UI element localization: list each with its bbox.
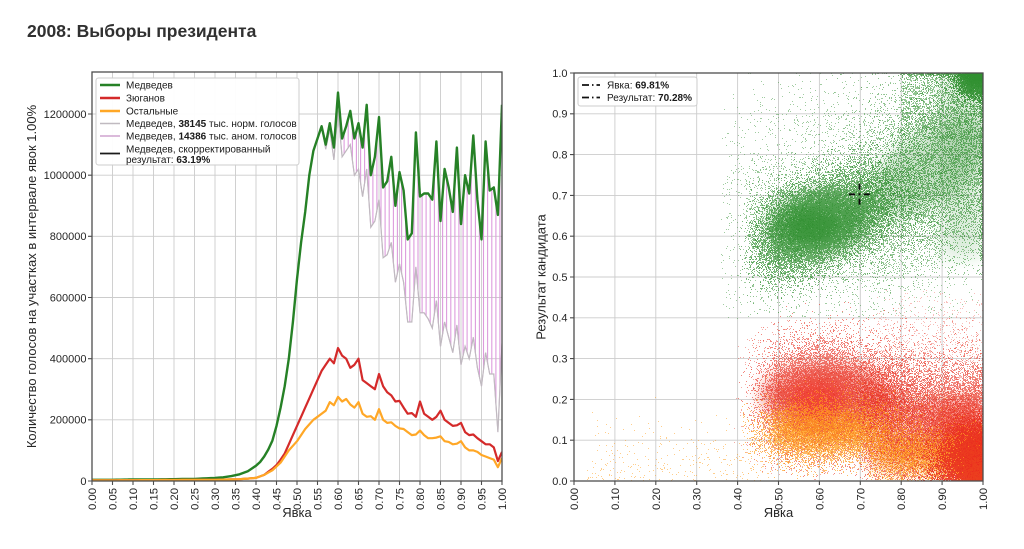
svg-text:0.30: 0.30 xyxy=(692,488,704,510)
svg-text:0.00: 0.00 xyxy=(569,488,581,510)
svg-text:Остальные: Остальные xyxy=(126,107,179,118)
svg-text:0.80: 0.80 xyxy=(415,488,427,510)
svg-text:0.0: 0.0 xyxy=(552,476,567,488)
svg-text:1000000: 1000000 xyxy=(44,170,87,182)
svg-text:0.50: 0.50 xyxy=(774,488,786,510)
svg-text:0.3: 0.3 xyxy=(552,354,567,366)
svg-text:0.75: 0.75 xyxy=(395,488,407,510)
svg-text:0.9: 0.9 xyxy=(552,109,567,121)
svg-text:200000: 200000 xyxy=(50,415,87,427)
svg-text:Явка: Явка xyxy=(764,505,794,520)
svg-text:0.20: 0.20 xyxy=(651,488,663,510)
svg-text:0.5: 0.5 xyxy=(552,272,567,284)
svg-text:0: 0 xyxy=(80,476,86,488)
svg-text:0.10: 0.10 xyxy=(128,488,140,510)
svg-text:600000: 600000 xyxy=(50,292,87,304)
svg-text:0.05: 0.05 xyxy=(108,488,120,510)
svg-text:Медведев, скорректированный: Медведев, скорректированный xyxy=(126,145,271,156)
svg-text:0.7: 0.7 xyxy=(552,190,567,202)
svg-text:2008: Выборы президента: 2008: Выборы президента xyxy=(27,21,257,41)
svg-text:400000: 400000 xyxy=(50,354,87,366)
svg-text:0.35: 0.35 xyxy=(231,488,243,510)
svg-text:0.4: 0.4 xyxy=(552,313,567,325)
svg-text:0.20: 0.20 xyxy=(169,488,181,510)
svg-text:0.10: 0.10 xyxy=(610,488,622,510)
svg-text:Медведев: Медведев xyxy=(126,81,173,92)
svg-text:0.00: 0.00 xyxy=(87,488,99,510)
svg-text:0.45: 0.45 xyxy=(272,488,284,510)
svg-text:0.95: 0.95 xyxy=(477,488,489,510)
svg-text:Медведев, 14386 тыс. аном. гол: Медведев, 14386 тыс. аном. голосов xyxy=(126,132,297,143)
svg-text:Явка: Явка xyxy=(282,505,312,520)
svg-text:1200000: 1200000 xyxy=(44,109,87,121)
svg-text:0.25: 0.25 xyxy=(190,488,202,510)
svg-text:0.40: 0.40 xyxy=(733,488,745,510)
svg-text:0.80: 0.80 xyxy=(896,488,908,510)
svg-text:1.0: 1.0 xyxy=(552,68,567,80)
svg-text:0.40: 0.40 xyxy=(251,488,263,510)
svg-text:0.60: 0.60 xyxy=(333,488,345,510)
svg-text:0.50: 0.50 xyxy=(292,488,304,510)
svg-text:1.00: 1.00 xyxy=(497,488,509,510)
svg-text:0.65: 0.65 xyxy=(354,488,366,510)
svg-text:0.30: 0.30 xyxy=(210,488,222,510)
svg-text:Количество голосов на участках: Количество голосов на участках в интерва… xyxy=(24,104,39,448)
svg-text:1.00: 1.00 xyxy=(978,488,990,510)
svg-text:0.90: 0.90 xyxy=(937,488,949,510)
svg-text:0.2: 0.2 xyxy=(552,394,567,406)
svg-text:0.60: 0.60 xyxy=(814,488,826,510)
svg-text:0.70: 0.70 xyxy=(855,488,867,510)
svg-text:0.70: 0.70 xyxy=(374,488,386,510)
svg-text:Зюганов: Зюганов xyxy=(126,94,165,105)
svg-text:Результат кандидата: Результат кандидата xyxy=(534,213,549,339)
svg-text:0.85: 0.85 xyxy=(436,488,448,510)
svg-text:результат: 63.19%: результат: 63.19% xyxy=(126,155,210,166)
svg-text:Явка: 69.81%: Явка: 69.81% xyxy=(607,81,669,92)
svg-text:Медведев, 38145 тыс. норм. гол: Медведев, 38145 тыс. норм. голосов xyxy=(126,119,297,130)
svg-text:0.55: 0.55 xyxy=(313,488,325,510)
svg-text:800000: 800000 xyxy=(50,231,87,243)
svg-text:0.6: 0.6 xyxy=(552,231,567,243)
svg-text:0.15: 0.15 xyxy=(149,488,161,510)
svg-text:0.90: 0.90 xyxy=(456,488,468,510)
svg-text:0.1: 0.1 xyxy=(552,435,567,447)
svg-text:0.8: 0.8 xyxy=(552,150,567,162)
svg-text:Результат: 70.28%: Результат: 70.28% xyxy=(607,93,692,104)
